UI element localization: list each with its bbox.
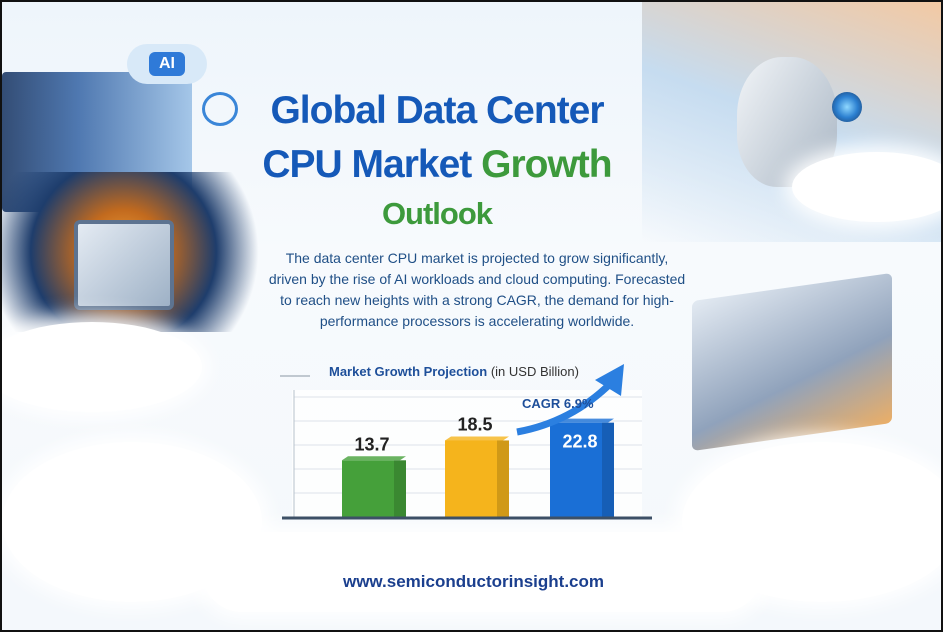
bar-top [550,418,614,423]
cagr-annotation: CAGR 6.9% [522,396,594,411]
bar-top [445,436,509,441]
brain-icon [202,92,238,126]
ai-cloud-badge: AI [127,44,207,84]
chart-unit: (in USD Billion) [490,364,579,379]
data-label: 18.5 [457,414,492,434]
bar-side [497,440,509,517]
page-title: Global Data Center CPU Market Growth Out… [242,84,632,236]
growth-arrow-head [595,364,624,396]
bar-side [602,422,614,517]
title-line-3: Outlook [381,196,493,231]
title-line-2: CPU Market Growth [242,138,632,192]
bar [342,460,406,517]
title-line-2b: Growth [481,143,612,186]
bar-top [342,456,406,461]
growth-arrow [516,379,615,436]
ai-badge: AI [149,52,185,76]
bar [550,422,614,517]
chart-title: Market Growth Projection (in USD Billion… [329,364,579,379]
cloud [792,152,941,222]
footer-url[interactable]: www.semiconductorinsight.com [342,572,604,591]
chart-title-text: Market Growth Projection [329,364,488,379]
data-label: 22.8 [562,432,597,452]
cpu-chip-icon [74,220,174,310]
bar-chart: 13.7 18.5 22.8 CAGR 6.9% [280,364,652,520]
cloud [2,322,202,412]
servers-illustration [692,272,892,452]
description: The data center CPU market is projected … [268,250,686,329]
bar-side [394,460,406,517]
title-line-2a: CPU Market [262,143,472,186]
cloud [202,532,762,612]
title-line-1: Global Data Center [270,89,604,132]
robot-eye-icon [832,92,862,122]
data-label: 13.7 [354,434,389,454]
bar [445,440,509,517]
